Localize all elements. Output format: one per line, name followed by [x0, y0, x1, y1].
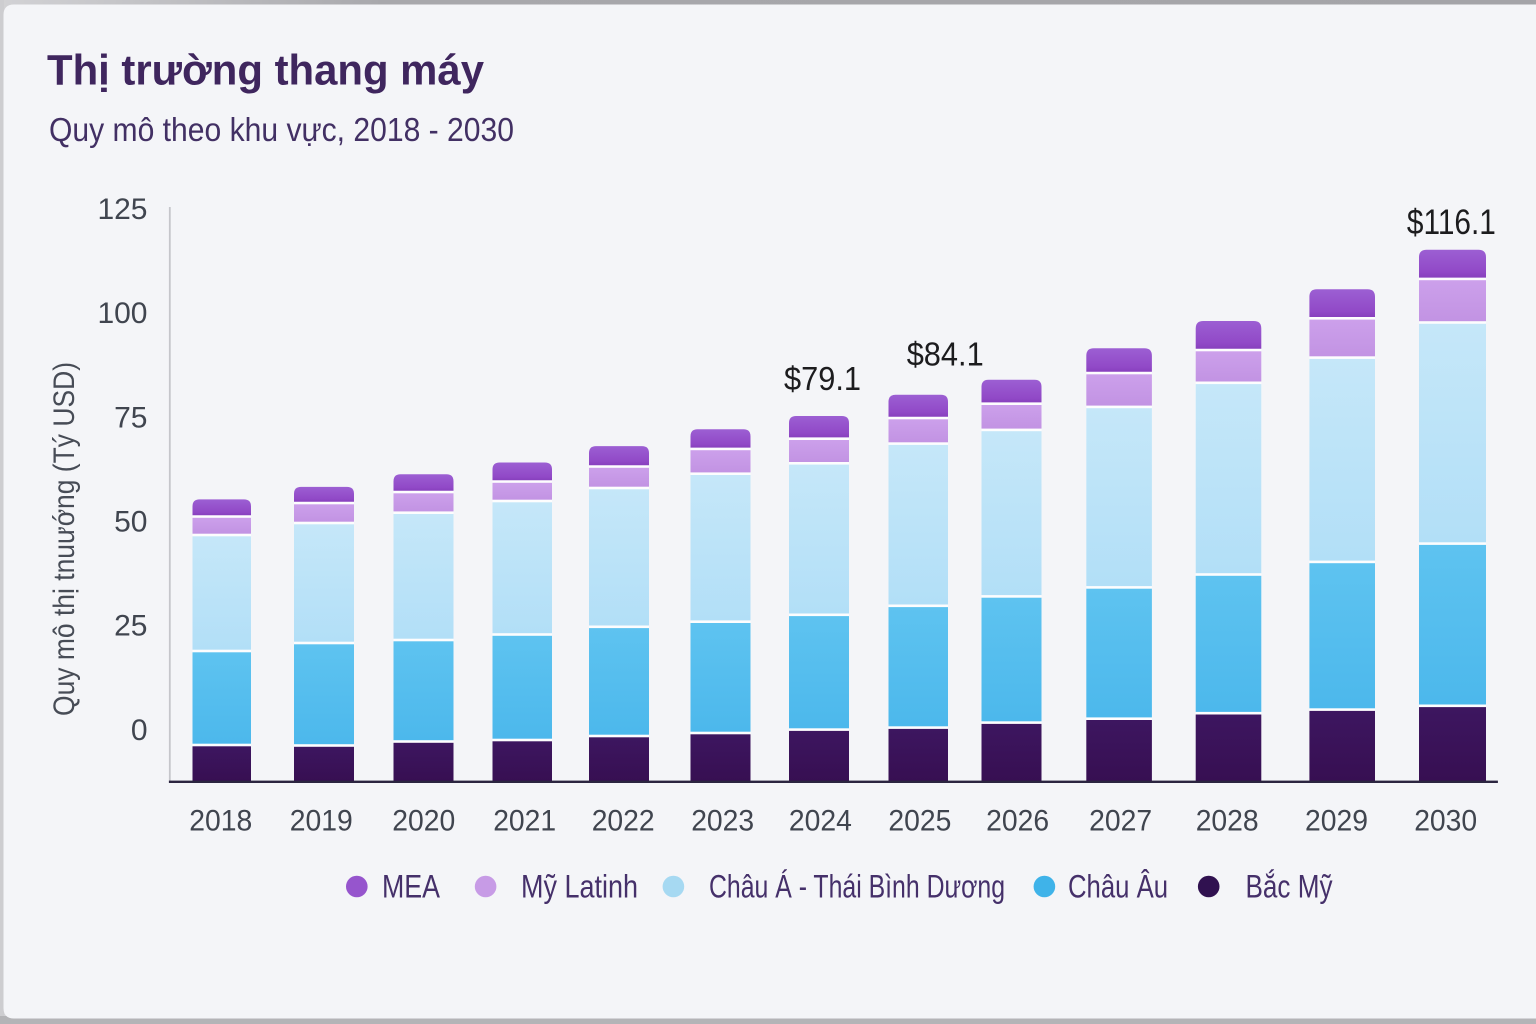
svg-text:Châu Âu: Châu Âu [1068, 869, 1168, 905]
svg-text:Quy mô thị tnuướng (Tý USD): Quy mô thị tnuướng (Tý USD) [48, 362, 81, 716]
svg-text:25: 25 [114, 609, 147, 642]
svg-text:2022: 2022 [592, 805, 655, 838]
svg-text:Châu Á - Thái Bình Dương: Châu Á - Thái Bình Dương [709, 869, 1005, 905]
svg-text:$79.1: $79.1 [784, 360, 861, 397]
svg-text:Quy mô theo khu vực, 2018 - 20: Quy mô theo khu vực, 2018 - 2030 [49, 111, 514, 148]
svg-text:100: 100 [97, 297, 147, 330]
svg-text:2019: 2019 [290, 805, 353, 838]
svg-text:MEA: MEA [382, 869, 441, 905]
svg-text:125: 125 [97, 193, 147, 226]
svg-text:Bắc Mỹ: Bắc Mỹ [1246, 869, 1333, 905]
svg-text:2023: 2023 [691, 805, 754, 838]
svg-text:2021: 2021 [493, 805, 556, 838]
svg-text:$116.1: $116.1 [1407, 203, 1496, 242]
svg-text:75: 75 [114, 401, 147, 434]
svg-text:2020: 2020 [392, 805, 455, 838]
svg-text:0: 0 [131, 714, 148, 747]
svg-text:2024: 2024 [789, 805, 852, 838]
svg-text:Thị trường thang máy: Thị trường thang máy [47, 47, 484, 95]
svg-text:2028: 2028 [1196, 805, 1259, 838]
svg-text:2018: 2018 [189, 805, 252, 838]
svg-text:2026: 2026 [986, 805, 1049, 838]
svg-text:2029: 2029 [1305, 805, 1368, 838]
svg-text:2030: 2030 [1414, 805, 1477, 838]
svg-text:Mỹ Latinh: Mỹ Latinh [521, 869, 638, 905]
svg-text:$84.1: $84.1 [907, 335, 984, 372]
svg-text:2027: 2027 [1089, 805, 1152, 838]
svg-text:50: 50 [114, 506, 147, 539]
svg-text:2025: 2025 [888, 805, 951, 838]
